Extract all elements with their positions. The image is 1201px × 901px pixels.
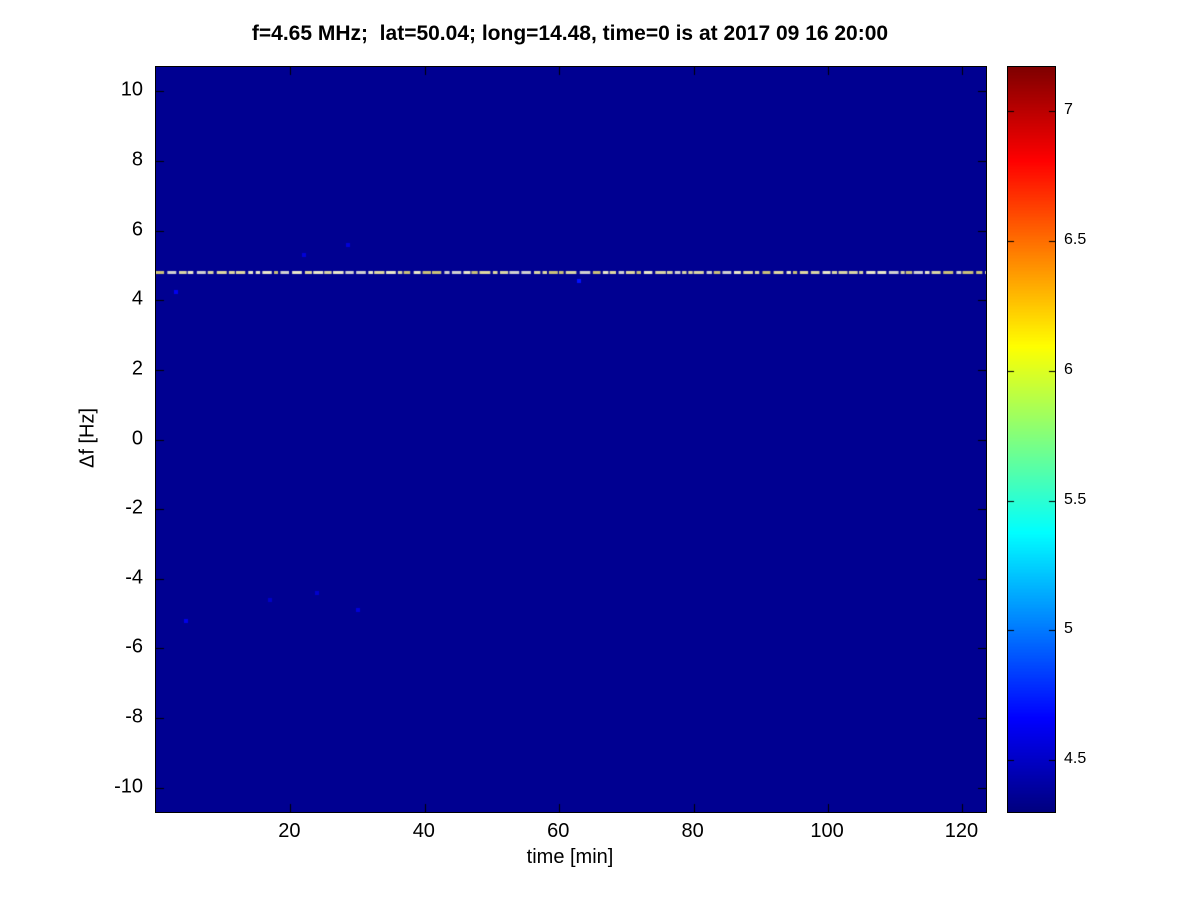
x-axis-label: time [min] xyxy=(526,846,614,868)
chart-title: f=4.65 MHz; lat=50.04; long=14.48, time=… xyxy=(251,22,889,45)
y-tick-label: -4 xyxy=(125,566,143,589)
y-tick-label: 0 xyxy=(131,427,143,449)
y-tick-label: 2 xyxy=(131,357,143,380)
x-tick-label: 60 xyxy=(547,820,570,842)
y-tick-label: -6 xyxy=(125,635,143,658)
plot-area xyxy=(155,66,987,813)
y-tick-label: 8 xyxy=(131,148,143,171)
y-tick-label: 4 xyxy=(131,287,143,310)
colorbar xyxy=(1007,66,1056,813)
colorbar-tick-label: 5 xyxy=(1064,620,1073,638)
colorbar-tick-label: 7 xyxy=(1064,101,1073,119)
colorbar-tick-label: 6 xyxy=(1064,360,1073,378)
x-tick-label: 100 xyxy=(810,820,844,842)
y-tick-label: 6 xyxy=(131,218,143,241)
x-tick-label: 40 xyxy=(412,820,435,842)
y-tick-label: -10 xyxy=(114,775,143,798)
y-tick-label: -2 xyxy=(125,496,143,519)
x-tick-label: 120 xyxy=(944,820,979,842)
y-tick-label: -8 xyxy=(125,705,143,728)
heatmap-canvas xyxy=(155,66,987,813)
colorbar-tick-label: 5.5 xyxy=(1064,490,1087,508)
y-tick-label: 10 xyxy=(120,78,143,101)
x-tick-label: 80 xyxy=(681,820,704,842)
colorbar-tick-label: 6.5 xyxy=(1064,230,1087,248)
x-tick-label: 20 xyxy=(278,820,301,842)
colorbar-tick-label: 4.5 xyxy=(1064,750,1087,768)
